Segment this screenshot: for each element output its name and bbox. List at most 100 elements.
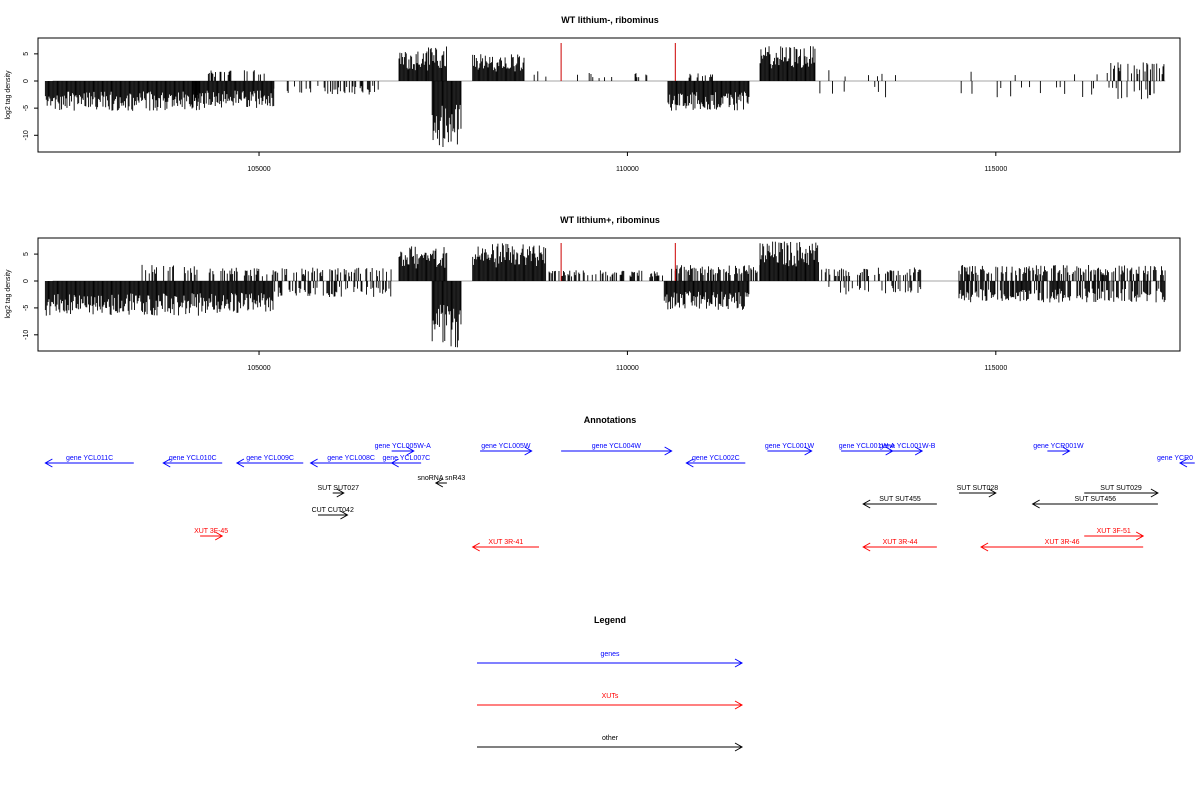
feature-gene-ycr001w: gene YCR001W xyxy=(1033,443,1084,456)
y-tick-label: 5 xyxy=(23,52,30,56)
arrowhead-left xyxy=(471,542,480,552)
feature-gene-ycl001w: gene YCL001W xyxy=(765,443,815,456)
arrowhead-right xyxy=(406,446,415,456)
x-tick-label: 105000 xyxy=(247,166,270,173)
y-tick-label: -10 xyxy=(23,330,30,340)
plot-frame xyxy=(37,37,1181,153)
feature-gene-ycl005w: gene YCL005W xyxy=(480,443,533,456)
arrowhead-left xyxy=(44,458,53,468)
feature-sut-sut028: SUT SUT028 xyxy=(957,485,998,498)
legend: Legend genes XUTs other xyxy=(477,615,744,752)
legend-genes-arrowhead xyxy=(734,658,744,668)
feature-label: XUT 3R-41 xyxy=(488,539,523,546)
x-tick-label: 110000 xyxy=(616,365,639,372)
feature-gene-ycl010c: gene YCL010C xyxy=(162,455,223,468)
feature-label: gene YCL002C xyxy=(692,455,740,462)
arrowhead-right xyxy=(524,446,533,456)
feature-label: gene YCL001W-A xyxy=(839,443,895,450)
arrowhead-right xyxy=(1135,531,1145,541)
arrowhead-left xyxy=(235,458,245,468)
legend-item-xuts: XUTs xyxy=(477,693,744,710)
y-tick-label: 5 xyxy=(23,252,30,256)
arrowhead-left xyxy=(980,542,989,552)
arrowhead-left xyxy=(434,478,444,488)
feature-arrows: gene YCL011C gene YCL010C gene YCL009C gene… xyxy=(44,443,1195,552)
density-bars xyxy=(44,46,1165,147)
feature-label: XUT 3F-51 xyxy=(1097,528,1131,535)
arrowhead-left xyxy=(162,458,171,468)
x-tick-label: 115000 xyxy=(984,166,1007,173)
arrowhead-right xyxy=(1062,446,1071,456)
feature-label: snoRNA snR43 xyxy=(417,475,465,482)
arrowhead-left xyxy=(309,458,318,468)
x-tick-label: 110000 xyxy=(616,166,639,173)
feature-xut-3f-51: XUT 3F-51 xyxy=(1084,528,1145,541)
arrowhead-left xyxy=(1031,499,1040,509)
arrowhead-right xyxy=(336,488,345,498)
feature-label: gene YCL010C xyxy=(169,455,217,462)
feature-gene-ycl001w-b: gene YCL001W-B xyxy=(879,443,936,456)
x-tick-label: 115000 xyxy=(984,365,1007,372)
feature-label: gene YCL005W xyxy=(481,443,531,450)
density-bars xyxy=(44,241,1166,348)
arrowhead-right xyxy=(340,510,349,520)
feature-label: gene YCL001W-B xyxy=(879,443,935,450)
annotations-title: Annotations xyxy=(584,415,637,425)
y-tick-label: 0 xyxy=(23,79,30,83)
arrowhead-right xyxy=(988,488,997,498)
panel-1-title: WT lithium-, ribominus xyxy=(561,15,659,25)
feature-gene-ycl002c: gene YCL002C xyxy=(685,455,746,468)
legend-title: Legend xyxy=(594,615,626,625)
feature-label: SUT SUT455 xyxy=(879,496,921,503)
feature-sut-sut027: SUT SUT027 xyxy=(317,485,359,498)
arrowhead-left xyxy=(862,499,871,509)
feature-sut-sut456: SUT SUT456 xyxy=(1031,496,1158,509)
feature-label: SUT SUT027 xyxy=(317,485,359,492)
plot-frame xyxy=(37,237,1181,352)
x-tick-label: 105000 xyxy=(247,365,270,372)
arrowhead-right xyxy=(214,531,224,541)
feature-label: gene YCL007C xyxy=(383,455,431,462)
arrowhead-right xyxy=(664,446,673,456)
legend-genes-label: genes xyxy=(600,651,620,658)
feature-gene-ycl007c: gene YCL007C xyxy=(383,455,431,468)
panel-lithium-minus: WT lithium-, ribominus log2 tag density … xyxy=(5,15,1181,173)
y-tick-label: -5 xyxy=(23,105,30,111)
annotations-track: Annotations gene YCL011C gene YCL010C gene… xyxy=(44,415,1195,552)
y-tick-label: 0 xyxy=(23,279,30,283)
feature-gene-ycl011c: gene YCL011C xyxy=(44,455,134,468)
feature-label: CUT CUT042 xyxy=(312,507,354,514)
legend-other-label: other xyxy=(602,735,619,742)
y-tick-label: -5 xyxy=(23,305,30,311)
feature-gene-ycl005w-a: gene YCL005W-A xyxy=(375,443,431,456)
arrowhead-left xyxy=(685,458,694,468)
feature-xut-3r-46: XUT 3R-46 xyxy=(980,539,1144,552)
feature-gene-ycl008c: gene YCL008C xyxy=(309,455,392,468)
feature-gene-ycl004w: gene YCL004W xyxy=(561,443,673,456)
feature-label: gene YCL004W xyxy=(592,443,642,450)
legend-xuts-arrowhead xyxy=(734,700,744,710)
feature-gene-ycr0: gene YCR0 xyxy=(1157,455,1195,468)
feature-xut-3r-44: XUT 3R-44 xyxy=(862,539,937,552)
legend-item-other: other xyxy=(477,735,744,752)
feature-label: gene YCL009C xyxy=(246,455,294,462)
panel-2-ylabel: log2 tag density xyxy=(5,269,12,319)
feature-sut-sut455: SUT SUT455 xyxy=(862,496,937,509)
panel-lithium-plus: WT lithium+, ribominus log2 tag density … xyxy=(5,215,1181,372)
feature-xut-3f-45: XUT 3F-45 xyxy=(194,528,228,541)
arrowhead-left xyxy=(390,458,399,468)
feature-label: gene YCR0 xyxy=(1157,455,1193,462)
panel-1-plot-area: 5 0 -5 -10 105000 110000 115000 xyxy=(23,37,1181,173)
arrowhead-left xyxy=(1178,458,1188,468)
feature-label: SUT SUT029 xyxy=(1100,485,1142,492)
panel-2-plot-area: 5 0 -5 -10 105000 110000 115000 xyxy=(23,237,1181,372)
y-tick-label: -10 xyxy=(23,130,30,140)
legend-other-arrowhead xyxy=(734,742,744,752)
feature-label: XUT 3R-46 xyxy=(1045,539,1080,546)
feature-label: XUT 3F-45 xyxy=(194,528,228,535)
feature-sut-sut029: SUT SUT029 xyxy=(1084,485,1159,498)
panel-1-ylabel: log2 tag density xyxy=(5,70,12,120)
feature-label: XUT 3R-44 xyxy=(883,539,918,546)
feature-label: gene YCL005W-A xyxy=(375,443,431,450)
